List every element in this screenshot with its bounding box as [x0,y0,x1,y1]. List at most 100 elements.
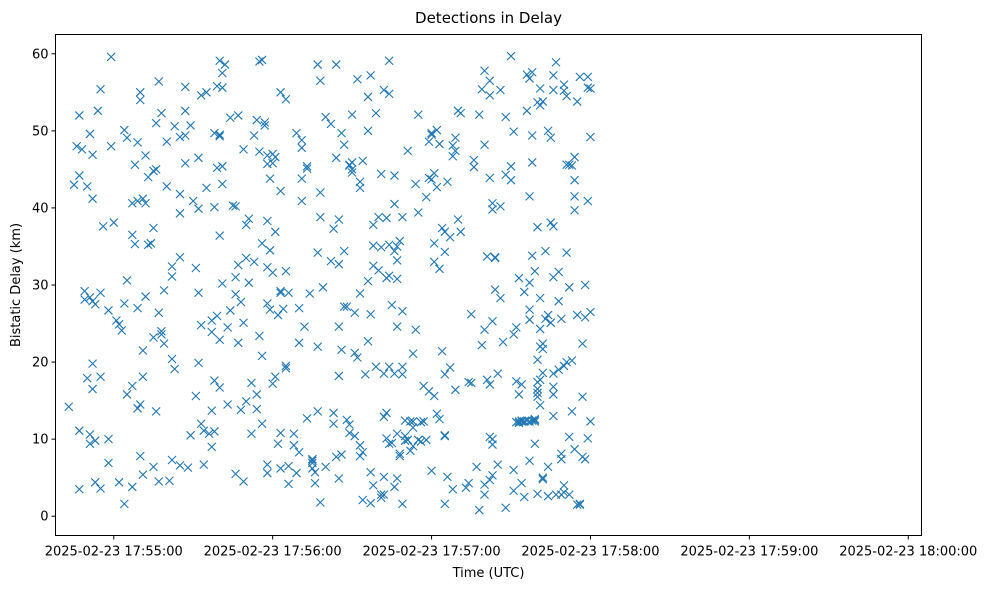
data-point-186 [262,299,272,308]
data-point-555 [567,407,577,416]
data-point-206 [276,288,285,298]
data-point-268 [342,415,352,425]
data-point-359 [411,179,421,189]
data-point-159 [239,318,248,328]
data-point-215 [284,479,293,489]
data-point-342 [395,236,405,246]
data-point-48 [127,230,137,240]
data-point-334 [392,255,402,265]
data-point-511 [538,474,548,484]
data-point-137 [215,56,225,66]
data-point-578 [583,83,593,93]
data-point-75 [151,407,161,416]
data-point-65 [141,292,150,301]
data-point-83 [157,108,166,118]
data-point-172 [252,115,262,125]
data-point-59 [135,95,145,105]
data-point-269 [342,302,352,311]
data-point-428 [485,475,495,485]
data-point-13 [85,430,95,439]
data-point-407 [456,227,466,237]
data-point-413 [466,378,476,388]
data-point-380 [429,238,439,248]
data-point-109 [191,263,201,273]
data-point-455 [509,486,519,496]
data-point-94 [170,121,180,131]
data-point-149 [228,201,238,210]
data-point-313 [379,472,389,482]
x-tick-label-4: 2025-02-23 17:59:00 [680,545,818,560]
data-point-552 [564,432,574,442]
data-point-524 [546,318,556,328]
data-point-81 [157,326,166,336]
data-point-418 [474,505,484,515]
data-point-175 [255,57,264,66]
data-point-231 [305,289,315,298]
data-point-179 [257,419,267,429]
data-point-190 [265,174,275,184]
data-point-395 [443,177,452,187]
data-point-171 [252,404,262,414]
data-point-320 [382,408,391,418]
data-point-197 [270,372,280,382]
data-point-183 [262,151,272,160]
data-point-346 [398,370,407,379]
data-point-561 [570,152,579,162]
data-point-232 [307,456,317,466]
data-point-108 [191,391,201,401]
data-point-542 [559,361,569,371]
data-point-273 [345,428,354,438]
data-point-375 [427,466,436,476]
data-point-191 [265,245,275,255]
data-point-243 [315,188,325,197]
data-point-119 [202,183,211,193]
data-point-446 [496,201,505,211]
data-point-49 [127,482,137,492]
data-point-522 [546,133,556,143]
data-point-167 [247,378,256,388]
data-point-414 [469,162,479,172]
data-point-101 [180,131,190,140]
data-point-1 [69,180,79,190]
data-point-73 [149,223,158,233]
data-point-294 [363,276,373,286]
data-point-247 [321,112,331,122]
y-axis-label: Bistatic Delay (km) [9,223,24,347]
data-point-76 [151,118,161,128]
data-point-512 [538,368,548,378]
data-point-305 [371,108,381,118]
data-point-250 [326,119,336,129]
data-point-35 [109,218,119,227]
data-point-246 [318,282,328,292]
data-point-421 [480,490,489,500]
data-point-362 [413,208,423,217]
data-point-343 [398,499,407,509]
data-point-436 [488,198,497,208]
data-point-196 [268,268,278,278]
data-point-67 [143,240,153,250]
data-point-82 [157,329,166,339]
data-point-239 [313,248,323,258]
data-point-72 [149,333,158,342]
data-point-93 [170,364,180,374]
data-point-27 [96,484,105,493]
data-point-392 [440,430,450,440]
data-point-296 [366,309,376,319]
data-point-132 [212,81,222,91]
data-point-63 [138,194,148,204]
data-point-40 [119,299,129,308]
data-point-493 [530,415,540,425]
data-point-568 [575,499,585,509]
y-tick-label-4: 40 [32,201,49,216]
data-point-32 [104,306,113,315]
data-point-506 [535,400,545,410]
data-point-520 [543,491,553,501]
data-point-360 [411,325,421,335]
data-point-43 [122,390,132,399]
data-point-127 [210,202,219,212]
data-point-581 [586,84,595,93]
data-point-177 [257,55,267,65]
data-point-521 [546,218,556,227]
data-point-469 [517,478,526,488]
data-point-404 [451,385,460,395]
